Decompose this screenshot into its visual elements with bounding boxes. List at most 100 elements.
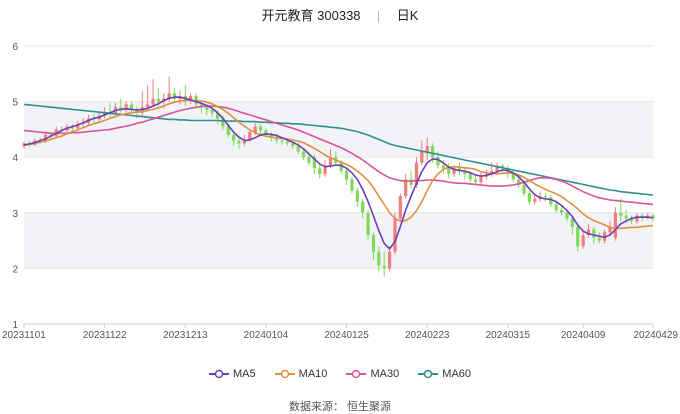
candle-body bbox=[221, 118, 225, 127]
chart-legend: MA5 MA10 MA30 MA60 bbox=[0, 368, 680, 380]
candle-body bbox=[619, 212, 623, 216]
candle-body bbox=[393, 218, 397, 252]
candle-body bbox=[560, 210, 564, 213]
candle-body bbox=[543, 196, 548, 198]
grid-band bbox=[24, 212, 653, 269]
y-tick-label: 6 bbox=[12, 42, 18, 53]
legend-ma30-label: MA30 bbox=[370, 368, 400, 380]
candle-body bbox=[549, 197, 553, 205]
candle-body bbox=[398, 196, 402, 219]
title-separator bbox=[378, 10, 380, 23]
candle-body bbox=[441, 165, 445, 169]
candle-body bbox=[377, 251, 381, 266]
candle-body bbox=[522, 185, 526, 194]
grid-band bbox=[24, 101, 653, 158]
candle-body bbox=[495, 165, 499, 172]
legend-ma60-swatch bbox=[418, 369, 439, 379]
candle-body bbox=[156, 98, 161, 102]
legend-ma30[interactable]: MA30 bbox=[346, 368, 399, 380]
legend-ma10[interactable]: MA10 bbox=[274, 368, 328, 380]
period-label: 日K bbox=[396, 8, 419, 23]
candle-body bbox=[253, 126, 257, 133]
candle-body bbox=[436, 157, 440, 166]
candle-body bbox=[119, 107, 123, 110]
candle-body bbox=[420, 151, 424, 163]
candle-body bbox=[199, 104, 204, 108]
candle-body bbox=[565, 212, 569, 219]
candle-body bbox=[404, 179, 408, 197]
candle-body bbox=[629, 218, 634, 222]
candle-body bbox=[430, 146, 435, 158]
candle-body bbox=[237, 140, 241, 144]
candle-body bbox=[570, 218, 574, 227]
candle-body bbox=[350, 179, 354, 191]
candle-body bbox=[452, 168, 456, 174]
y-tick-label: 4 bbox=[12, 153, 18, 164]
x-tick-label: 20240429 bbox=[634, 330, 679, 341]
ma30-line bbox=[23, 105, 654, 206]
candle-body bbox=[608, 226, 612, 233]
candle-body bbox=[425, 146, 429, 152]
candle-body bbox=[275, 137, 279, 141]
candle-body bbox=[533, 198, 537, 202]
chart-title: 开元教育 300338 日K bbox=[0, 5, 680, 24]
candle-body bbox=[355, 190, 359, 202]
legend-ma5[interactable]: MA5 bbox=[208, 368, 256, 380]
candle-body bbox=[500, 165, 505, 169]
candle-body bbox=[554, 204, 558, 211]
stock-name: 开元教育 bbox=[261, 8, 314, 23]
candle-body bbox=[635, 215, 639, 222]
candle-body bbox=[463, 171, 467, 174]
candle-body bbox=[581, 235, 585, 247]
candle-body bbox=[613, 212, 617, 238]
x-tick-label: 20231122 bbox=[83, 330, 127, 341]
candle-body bbox=[232, 134, 236, 141]
candle-body bbox=[76, 123, 80, 129]
y-tick-label: 5 bbox=[12, 98, 18, 109]
candle-body bbox=[129, 104, 134, 110]
candle-body bbox=[242, 140, 247, 144]
candle-body bbox=[280, 140, 284, 142]
candle-body bbox=[296, 146, 300, 152]
candle-body bbox=[597, 237, 601, 241]
candle-body bbox=[151, 98, 155, 105]
data-source: 数据来源： 恒生聚源 bbox=[288, 401, 392, 413]
candle-body bbox=[473, 179, 478, 183]
candle-body bbox=[124, 104, 128, 110]
candle-body bbox=[414, 162, 419, 185]
candle-body bbox=[409, 179, 413, 185]
candle-body bbox=[248, 132, 252, 141]
candle-body bbox=[318, 168, 322, 174]
candle-body bbox=[312, 157, 316, 169]
candle-body bbox=[361, 201, 365, 213]
ma5-line bbox=[23, 96, 654, 251]
candle-body bbox=[215, 112, 220, 119]
legend-ma10-label: MA10 bbox=[298, 368, 328, 380]
x-tick-label: 20240104 bbox=[244, 330, 289, 341]
candle-body bbox=[172, 93, 177, 99]
candle-body bbox=[70, 126, 74, 129]
candle-body bbox=[264, 130, 268, 135]
x-tick-label: 20240223 bbox=[405, 330, 450, 341]
x-tick-label: 20231101 bbox=[2, 330, 46, 341]
legend-ma60[interactable]: MA60 bbox=[418, 368, 471, 380]
candle-body bbox=[210, 109, 214, 113]
ma10-line bbox=[23, 99, 654, 230]
y-tick-label: 2 bbox=[12, 264, 18, 275]
candle-body bbox=[189, 96, 193, 102]
candle-body bbox=[291, 143, 295, 147]
candle-body bbox=[323, 165, 327, 174]
legend-ma5-swatch bbox=[208, 369, 229, 379]
candle-body bbox=[651, 215, 655, 219]
candle-body bbox=[344, 171, 349, 180]
x-tick-label: 20240409 bbox=[561, 330, 606, 341]
candle-body bbox=[468, 173, 472, 180]
candle-body bbox=[511, 173, 515, 180]
candle-body bbox=[226, 126, 230, 135]
candle-body bbox=[328, 157, 333, 166]
candle-body bbox=[307, 157, 311, 163]
candle-body bbox=[146, 104, 150, 108]
candle-body bbox=[447, 168, 451, 174]
